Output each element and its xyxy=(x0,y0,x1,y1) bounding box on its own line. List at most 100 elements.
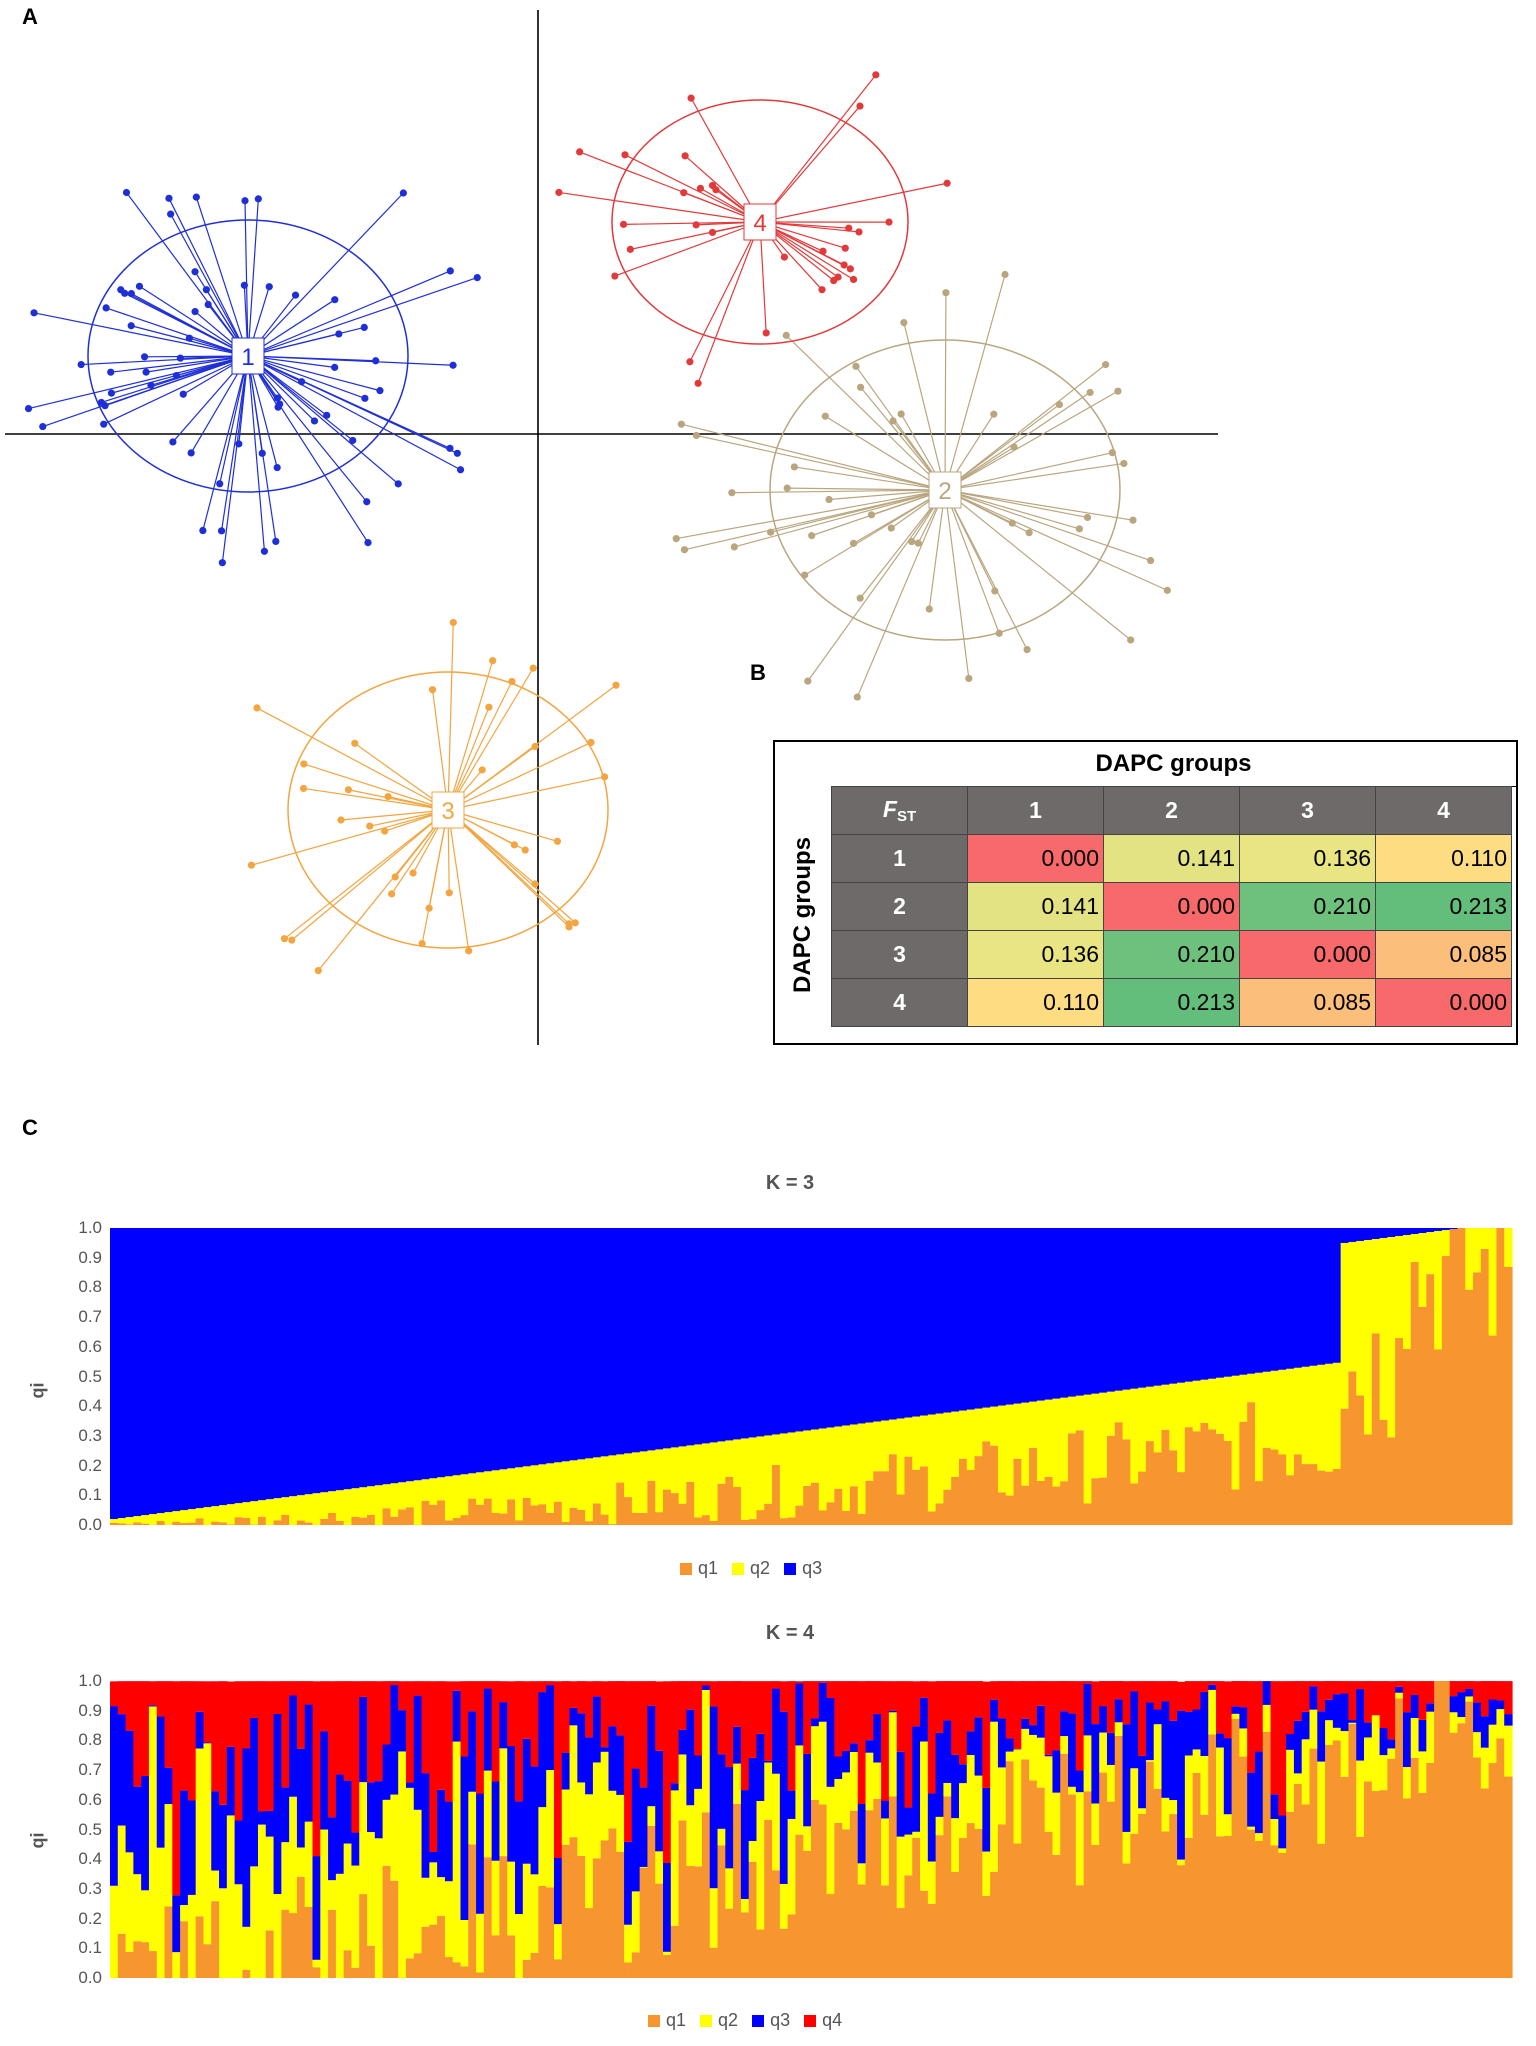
individual-point xyxy=(169,438,177,446)
bar-segment-q3 xyxy=(701,1228,711,1444)
bar-segment-q3 xyxy=(639,1228,649,1452)
bar-segment-q2 xyxy=(265,1836,275,1931)
legend-swatch xyxy=(784,1562,797,1575)
individual-point xyxy=(391,873,399,881)
bar-segment-q3 xyxy=(1052,1750,1061,1793)
individual-link xyxy=(447,809,470,951)
bar-segment-q2 xyxy=(717,1828,726,1846)
bar-segment-q3 xyxy=(1449,1228,1459,1230)
bar-segment-q2 xyxy=(125,1517,134,1525)
individual-point xyxy=(265,283,273,291)
bar-segment-q3 xyxy=(1029,1228,1038,1402)
bar-segment-q3 xyxy=(927,1793,937,1862)
individual-point xyxy=(696,184,705,192)
bar-segment-q3 xyxy=(655,1750,664,1852)
individual-link xyxy=(291,809,449,941)
individual-point xyxy=(291,291,300,299)
bar-segment-q2 xyxy=(180,1905,189,1922)
bar-segment-q4 xyxy=(1309,1681,1318,1687)
bar-segment-q1 xyxy=(1340,1776,1350,1978)
bar-segment-q3 xyxy=(1434,1228,1443,1232)
bar-segment-q1 xyxy=(1441,1681,1451,1978)
bar-segment-q1 xyxy=(538,1504,547,1525)
bar-segment-q1 xyxy=(1005,1495,1015,1525)
bar-segment-q4 xyxy=(639,1681,649,1788)
bar-segment-q2 xyxy=(172,1952,181,1978)
bar-segment-q2 xyxy=(1262,1704,1272,1732)
bar-segment-q3 xyxy=(881,1228,890,1421)
bar-segment-q2 xyxy=(468,1473,477,1499)
bar-segment-q3 xyxy=(226,1746,236,1816)
individual-link xyxy=(944,292,947,491)
individual-point xyxy=(147,381,155,389)
bar-segment-q4 xyxy=(888,1681,898,1711)
bar-segment-q3 xyxy=(849,1743,859,1752)
bar-segment-q2 xyxy=(733,1763,742,1804)
bar-segment-q3 xyxy=(670,1228,680,1448)
bar-segment-q1 xyxy=(452,1962,462,1978)
bar-segment-q4 xyxy=(709,1681,719,1707)
individual-point xyxy=(337,816,345,824)
bar-segment-q3 xyxy=(522,1738,532,1864)
individual-point xyxy=(276,400,284,408)
individual-link xyxy=(256,707,449,811)
bar-segment-q2 xyxy=(616,1454,625,1483)
bar-segment-q1 xyxy=(920,1466,929,1525)
bar-segment-q2 xyxy=(826,1427,835,1503)
bar-segment-q1 xyxy=(1309,1464,1318,1525)
bar-segment-q3 xyxy=(546,1228,555,1464)
bar-segment-q3 xyxy=(834,1756,843,1779)
bar-segment-q2 xyxy=(226,1815,236,1978)
individual-point xyxy=(167,210,175,218)
bar-segment-q4 xyxy=(1091,1681,1100,1725)
fst-corner-sub: ST xyxy=(896,808,917,825)
individual-point xyxy=(995,629,1003,637)
fst-cell: 0.000 xyxy=(1103,882,1240,931)
bar-segment-q1 xyxy=(328,1909,337,1978)
bar-segment-q2 xyxy=(577,1782,586,1856)
y-tick-label: 0.8 xyxy=(78,1277,102,1297)
bar-segment-q2 xyxy=(842,1425,851,1511)
bar-segment-q1 xyxy=(686,1866,695,1978)
bar-segment-q3 xyxy=(772,1228,781,1435)
bar-segment-q2 xyxy=(242,1502,251,1518)
bar-segment-q1 xyxy=(616,1851,625,1978)
bar-segment-q1 xyxy=(997,1824,1007,1978)
bar-segment-q3 xyxy=(164,1228,173,1513)
bar-segment-q2 xyxy=(725,1440,734,1477)
legend-swatch xyxy=(804,2014,817,2027)
bar-segment-q1 xyxy=(1192,1772,1202,1978)
individual-point xyxy=(300,760,308,768)
bar-segment-q3 xyxy=(1286,1228,1295,1369)
bar-segment-q2 xyxy=(1395,1235,1404,1339)
bar-segment-q4 xyxy=(429,1681,438,1852)
bar-segment-q4 xyxy=(421,1681,430,1774)
bar-segment-q2 xyxy=(211,1506,220,1522)
bar-segment-q4 xyxy=(219,1681,228,1805)
bar-segment-q3 xyxy=(382,1228,391,1485)
bar-segment-q2 xyxy=(1013,1403,1022,1459)
individual-point xyxy=(804,677,812,685)
individual-link xyxy=(33,312,249,357)
bar-segment-q2 xyxy=(1317,1364,1326,1471)
bar-segment-q3 xyxy=(110,1706,119,1886)
individual-point xyxy=(185,334,194,342)
bar-segment-q1 xyxy=(1068,1794,1077,1978)
bar-segment-q1 xyxy=(1091,1844,1100,1978)
bar-segment-q3 xyxy=(1122,1228,1131,1390)
bar-segment-q3 xyxy=(585,1228,594,1459)
bar-segment-q2 xyxy=(982,1407,991,1442)
bar-segment-q3 xyxy=(390,1228,399,1484)
bar-segment-q3 xyxy=(1044,1228,1054,1400)
individual-link xyxy=(579,151,761,223)
inertia-ellipse xyxy=(769,339,1121,641)
bar-segment-q1 xyxy=(382,1508,391,1525)
bar-segment-q1 xyxy=(865,1480,874,1525)
bar-segment-q4 xyxy=(1364,1681,1373,1723)
bar-segment-q3 xyxy=(818,1228,828,1429)
y-tick-label: 0.5 xyxy=(78,1366,102,1386)
bar-segment-q4 xyxy=(826,1681,835,1699)
individual-point xyxy=(521,846,529,854)
bar-segment-q3 xyxy=(1332,1228,1342,1363)
bar-segment-q4 xyxy=(857,1681,867,1805)
